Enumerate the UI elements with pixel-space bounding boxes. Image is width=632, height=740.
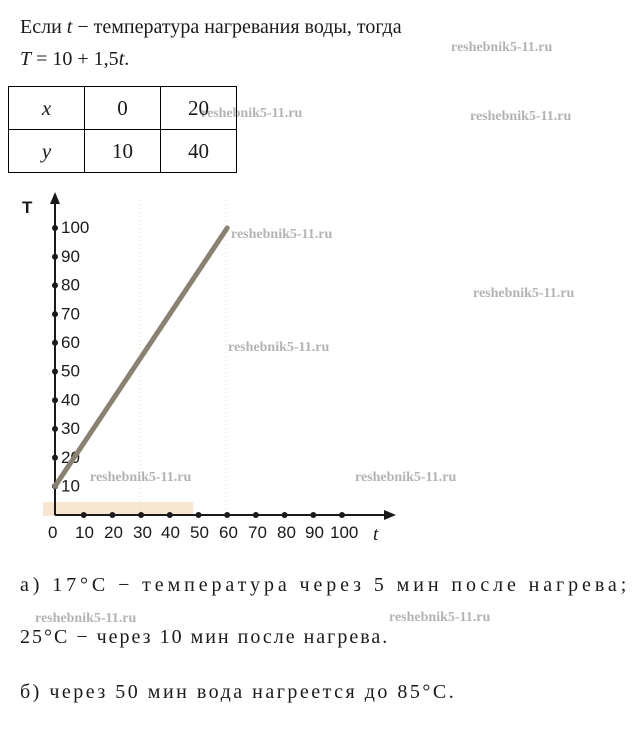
svg-text:90: 90: [61, 247, 80, 266]
svg-text:90: 90: [305, 523, 324, 542]
svg-text:40: 40: [61, 390, 80, 409]
svg-text:10: 10: [75, 523, 94, 542]
svg-text:80: 80: [61, 276, 80, 295]
svg-text:100: 100: [61, 218, 89, 237]
svg-text:30: 30: [61, 419, 80, 438]
svg-text:70: 70: [248, 523, 267, 542]
svg-text:70: 70: [61, 304, 80, 323]
svg-text:t: t: [373, 524, 379, 545]
svg-text:40: 40: [161, 523, 180, 542]
svg-text:80: 80: [277, 523, 296, 542]
svg-text:50: 50: [190, 523, 209, 542]
svg-text:20: 20: [104, 523, 123, 542]
svg-text:30: 30: [133, 523, 152, 542]
svg-text:0: 0: [48, 523, 57, 542]
svg-text:T: T: [22, 198, 33, 217]
svg-text:100: 100: [330, 523, 358, 542]
svg-text:60: 60: [61, 333, 80, 352]
svg-text:50: 50: [61, 362, 80, 381]
svg-text:60: 60: [219, 523, 238, 542]
svg-text:10: 10: [61, 477, 80, 496]
